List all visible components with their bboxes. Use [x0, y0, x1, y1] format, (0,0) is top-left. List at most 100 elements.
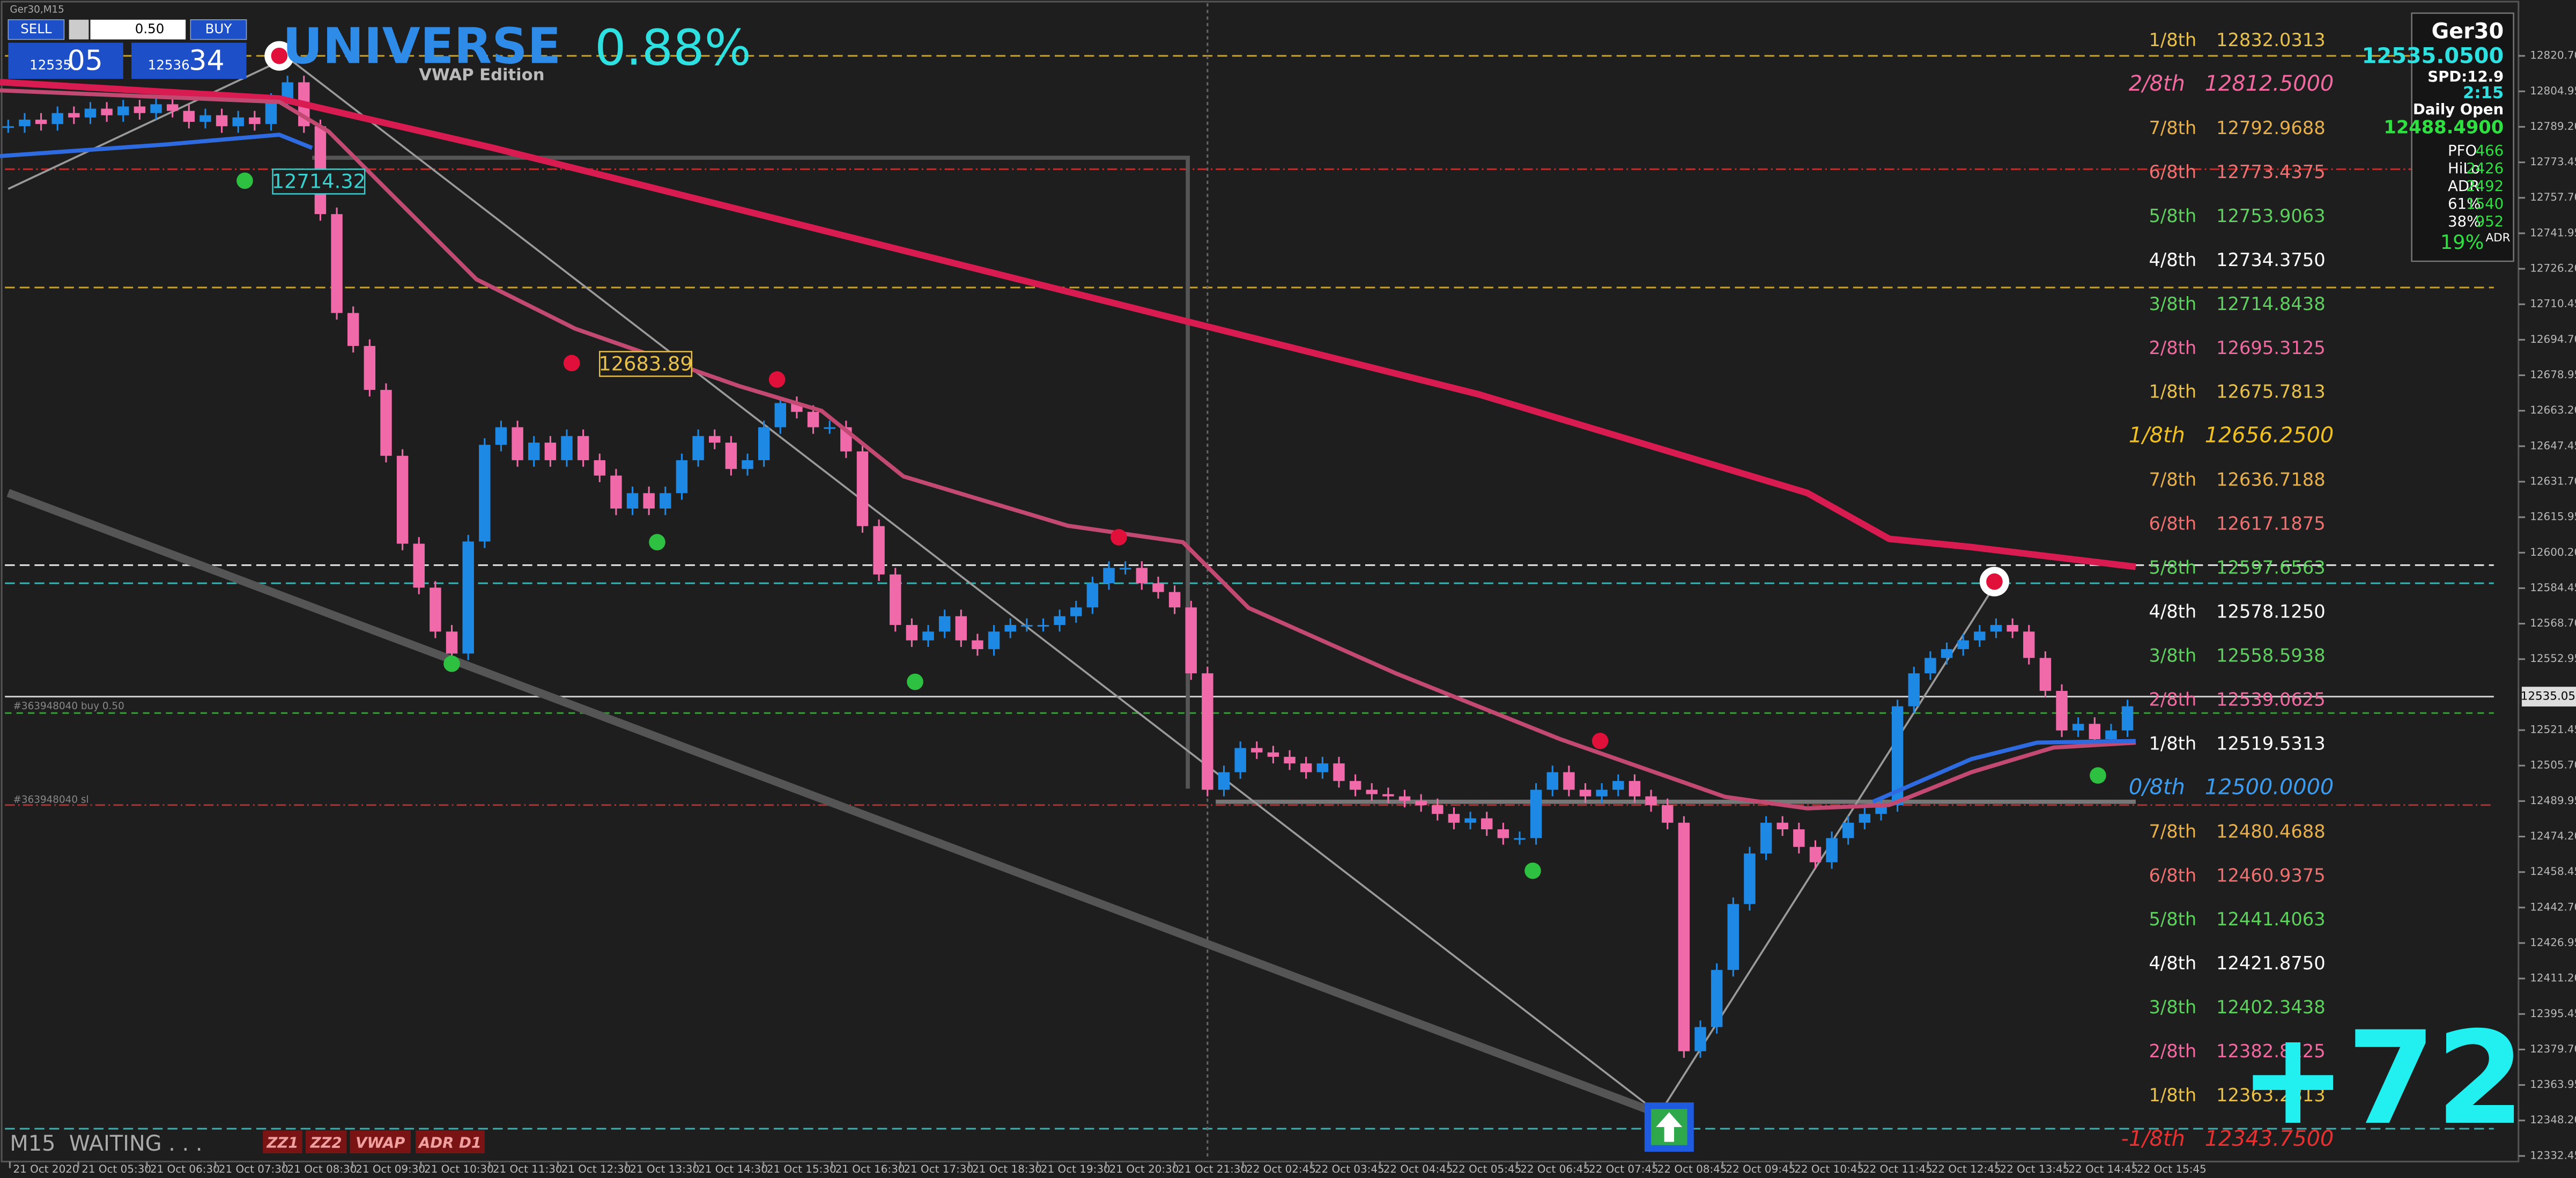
chart-frame: [1, 1, 2520, 1162]
fib-name: 1/8th: [2149, 1085, 2196, 1106]
time-tick-label: 22 Oct 07:45: [1589, 1163, 1659, 1175]
fib-price: 12832.0313: [2216, 30, 2326, 50]
indicator-button[interactable]: [263, 1130, 302, 1154]
candle: [1119, 568, 1131, 570]
time-tick-label: 22 Oct 13:45: [2000, 1163, 2070, 1175]
spin[interactable]: [69, 19, 89, 40]
candle: [1152, 583, 1164, 592]
candle: [1021, 625, 1033, 627]
candle: [1316, 763, 1329, 772]
candle: [446, 631, 458, 654]
sell-dot: [768, 371, 786, 388]
sell-dot: [563, 355, 580, 372]
price-tick-label: 12773.45: [2530, 156, 2576, 168]
candle: [413, 543, 425, 588]
fib-name: 1/8th: [2129, 423, 2185, 448]
time-tick-label: 21 Oct 11:30: [493, 1163, 562, 1175]
candle: [1990, 625, 2002, 632]
candle: [873, 526, 885, 575]
price-tick-label: 12663.20: [2530, 404, 2576, 416]
candle: [1202, 673, 1213, 790]
candle: [1744, 853, 1756, 904]
candle: [117, 106, 129, 115]
candle: [1596, 790, 1608, 797]
candle: [742, 460, 753, 469]
candle: [1678, 822, 1690, 1051]
time-tick-label: 21 Oct 20:30: [1109, 1163, 1179, 1175]
fib-price: 12480.4688: [2216, 821, 2326, 842]
indicator-button[interactable]: [350, 1130, 411, 1154]
brand: UNIVERSE: [283, 17, 561, 75]
buy-button[interactable]: [190, 19, 247, 40]
candle: [955, 616, 967, 640]
price-tick-label: 12804.95: [2530, 85, 2576, 97]
time-tick-label: 21 Oct 19:30: [1041, 1163, 1111, 1175]
candle: [265, 100, 277, 124]
candles: [2, 76, 2134, 1058]
sell-button[interactable]: [8, 19, 65, 40]
info-value: 952: [2476, 213, 2504, 230]
pivot-high: [271, 47, 288, 64]
range-box: [312, 156, 1190, 789]
candle: [1497, 829, 1509, 838]
candle: [988, 631, 1000, 650]
ask-box[interactable]: [131, 42, 247, 79]
fib-price: 12734.3750: [2216, 249, 2326, 270]
ma-slow: [0, 79, 2136, 570]
candle: [1891, 706, 1904, 805]
candle: [1284, 756, 1296, 764]
fib-price: 12558.5938: [2216, 645, 2326, 666]
fib-name: 2/8th: [2149, 1041, 2196, 1062]
price-tick-label: 12631.70: [2530, 475, 2576, 487]
time-tick-label: 22 Oct 03:45: [1315, 1163, 1385, 1175]
bid-box[interactable]: [8, 42, 123, 79]
buy-text: BUY: [205, 21, 233, 36]
fib-price: 12753.9063: [2216, 205, 2326, 226]
fib-name: 6/8th: [2149, 865, 2196, 886]
lots-input[interactable]: [90, 19, 186, 40]
candle: [1037, 625, 1049, 627]
fib-price: 12812.5000: [2205, 71, 2334, 96]
info-spread: SPD:12.9: [2427, 68, 2504, 85]
candle: [1136, 568, 1148, 584]
price-tick-label: 12426.95: [2530, 936, 2576, 948]
candle: [1004, 625, 1016, 632]
candle: [1267, 752, 1279, 757]
info-box: [2411, 12, 2514, 262]
price-tick-label: 12442.70: [2530, 901, 2576, 913]
indicator-button[interactable]: [305, 1130, 347, 1154]
candle: [725, 443, 737, 469]
fib-name: 3/8th: [2149, 645, 2196, 666]
indicator-button[interactable]: [416, 1130, 485, 1154]
fib-name: 2/8th: [2149, 337, 2196, 358]
candle: [890, 574, 901, 625]
candle: [1826, 838, 1838, 863]
price-tick-label: 12694.70: [2530, 333, 2576, 345]
fib-price: 12597.6563: [2216, 557, 2326, 578]
candle: [1366, 790, 1378, 794]
fib-price: 12363.2813: [2216, 1085, 2326, 1106]
fib-price: 12636.7188: [2216, 469, 2326, 490]
price-tick-label: 12568.70: [2530, 617, 2576, 629]
buy-dot: [2090, 767, 2106, 784]
fib-name: 5/8th: [2149, 557, 2196, 578]
current-price-box: [2521, 687, 2576, 706]
info-key: HiLo: [2448, 160, 2480, 177]
info-symbol: Ger30: [2431, 19, 2504, 44]
candle: [824, 427, 835, 429]
candle: [2056, 690, 2068, 731]
candle: [1103, 568, 1115, 584]
candle: [101, 108, 113, 115]
info-timer: 2:15: [2463, 84, 2504, 102]
candle: [758, 427, 770, 460]
candle: [430, 587, 441, 632]
price-tick-label: 12647.45: [2530, 439, 2576, 452]
indicator-button-text: ADR D1: [418, 1135, 482, 1152]
price-tick-label: 12348.20: [2530, 1114, 2576, 1126]
candle: [462, 541, 474, 654]
price-tick-label: 12458.45: [2530, 865, 2576, 878]
price-axis: 12820.70 12804.95 12789.20 12773.45 12757.70…: [2518, 49, 2576, 1161]
fib-price: 12539.0625: [2216, 689, 2326, 710]
